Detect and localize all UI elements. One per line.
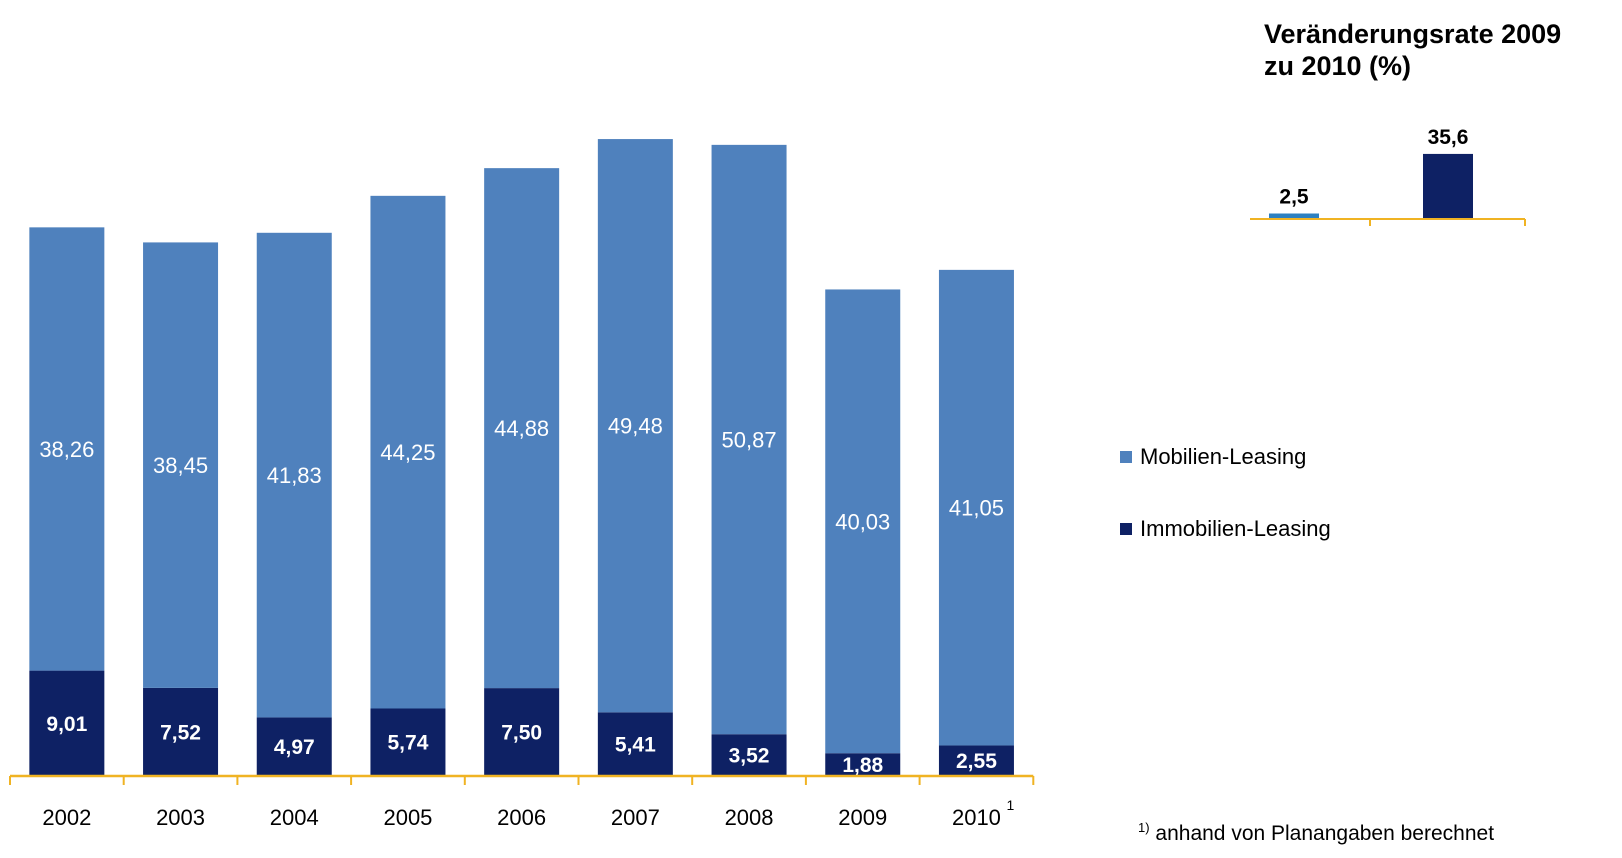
data-label-mobilien: 44,88	[494, 416, 549, 441]
data-label-mobilien: 41,05	[949, 496, 1004, 521]
x-tick-label: 2009	[838, 805, 887, 830]
bar-mobilien	[825, 289, 901, 754]
x-tick-label: 2005	[383, 805, 432, 830]
bar-mobilien	[484, 168, 560, 689]
data-label-mobilien: 44,25	[380, 440, 435, 465]
footnote-mark: 1)	[1138, 820, 1150, 835]
data-label-immobilien: 4,97	[274, 736, 315, 759]
legend-swatch-mobilien	[1120, 451, 1132, 463]
data-label-immobilien: 5,74	[388, 732, 429, 755]
x-tick-label: 2003	[156, 805, 205, 830]
x-tick-label: 2004	[270, 805, 319, 830]
data-label-immobilien: 9,01	[46, 713, 87, 736]
rate-bar-chart: 2,5 35,6	[1250, 126, 1526, 226]
legend-item-immobilien: Immobilien-Leasing	[1120, 516, 1331, 542]
bar-immobilien	[143, 687, 219, 775]
bar-immobilien	[597, 712, 673, 775]
data-label-mobilien: 50,87	[722, 428, 777, 453]
legend-item-mobilien: Mobilien-Leasing	[1120, 444, 1331, 470]
bar-mobilien	[143, 242, 219, 688]
bar-mobilien	[597, 139, 673, 713]
legend-label-mobilien: Mobilien-Leasing	[1140, 444, 1307, 469]
rate-chart-title: Veränderungsrate 2009 zu 2010 (%)	[1264, 18, 1614, 82]
data-label-mobilien: 49,48	[608, 414, 663, 439]
data-label-mobilien: 40,03	[835, 509, 890, 534]
data-label-mobilien: 38,45	[153, 453, 208, 478]
bar-mobilien	[29, 227, 105, 671]
bar-immobilien	[711, 734, 787, 775]
data-label-mobilien: 38,26	[39, 437, 94, 462]
data-label-immobilien: 7,50	[501, 722, 542, 745]
bar-mobilien	[938, 269, 1014, 746]
bar-mobilien	[711, 144, 787, 735]
x-tick-label: 2008	[725, 805, 774, 830]
footnote-text: anhand von Planangaben berechnet	[1155, 822, 1495, 845]
rate-bar	[1269, 213, 1319, 218]
bar-immobilien	[256, 717, 332, 775]
rate-title-line-2: zu 2010 (%)	[1264, 51, 1412, 81]
bar-mobilien	[370, 195, 446, 709]
x-tick-label: 2010	[952, 805, 1001, 830]
rate-data-label: 2,5	[1279, 186, 1309, 209]
data-label-mobilien: 41,83	[267, 463, 322, 488]
rate-title-line-1: Veränderungsrate 2009	[1264, 19, 1562, 49]
bar-immobilien	[29, 670, 105, 775]
x-tick-label: 2007	[611, 805, 660, 830]
chart-legend: Mobilien-Leasing Immobilien-Leasing	[1120, 444, 1331, 588]
bar-immobilien	[825, 753, 901, 775]
legend-label-immobilien: Immobilien-Leasing	[1140, 516, 1331, 541]
stacked-bar-chart: 9,01 38,26 2002 7,52 38,45 2003 4,97 41,83 2004 5…	[9, 139, 1035, 830]
data-label-immobilien: 7,52	[160, 721, 201, 744]
rate-bar	[1423, 153, 1473, 218]
bar-immobilien	[938, 745, 1014, 775]
bar-mobilien	[256, 232, 332, 718]
rate-data-label: 35,6	[1428, 126, 1469, 149]
data-label-immobilien: 5,41	[615, 734, 656, 757]
footnote: 1) anhand von Planangaben berechnet	[1138, 820, 1494, 846]
bar-immobilien	[370, 708, 446, 775]
x-tick-label: 2002	[42, 805, 91, 830]
data-label-immobilien: 3,52	[729, 745, 770, 768]
legend-swatch-immobilien	[1120, 523, 1132, 535]
x-tick-label: 2006	[497, 805, 546, 830]
data-label-immobilien: 1,88	[842, 754, 883, 777]
bar-immobilien	[484, 688, 560, 775]
x-tick-footnote-mark: 1	[1006, 797, 1014, 813]
data-label-immobilien: 2,55	[956, 750, 997, 773]
